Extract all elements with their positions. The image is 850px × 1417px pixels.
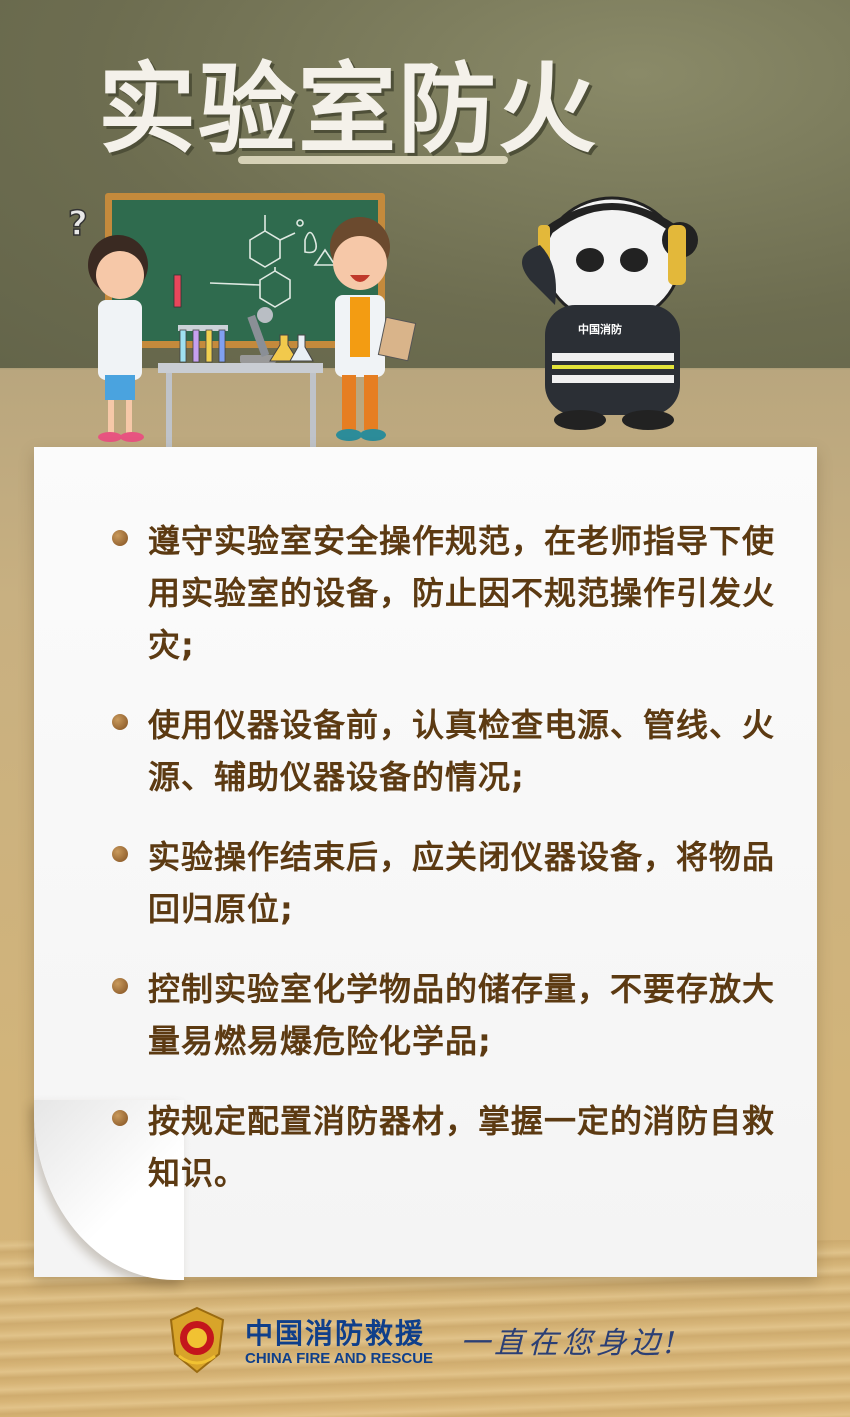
svg-text:?: ?: [68, 204, 88, 244]
lab-table: [158, 363, 323, 448]
bullet-icon: [112, 714, 128, 730]
safety-tips-list: 遵守实验室安全操作规范，在老师指导下使用实验室的设备，防止因不规范操作引发火灾;…: [112, 515, 802, 1227]
flask: [269, 334, 314, 362]
footer: 中国消防救援 CHINA FIRE AND RESCUE 一直在您身边!: [165, 1300, 725, 1380]
chalkboard: [105, 193, 385, 348]
list-item: 实验操作结束后，应关闭仪器设备，将物品回归原位;: [112, 831, 802, 935]
list-item-text: 使用仪器设备前，认真检查电源、管线、火源、辅助仪器设备的情况;: [148, 706, 776, 796]
lab-illustration: ?: [67, 193, 698, 448]
bullet-icon: [112, 1110, 128, 1126]
question-mark-icon: ?: [67, 203, 88, 245]
panda-mascot: 中国消防: [522, 196, 698, 430]
bullet-icon: [112, 978, 128, 994]
fire-rescue-emblem-icon: [169, 1306, 225, 1374]
list-item: 使用仪器设备前，认真检查电源、管线、火源、辅助仪器设备的情况;: [112, 699, 802, 803]
list-item-text: 按规定配置消防器材，掌握一定的消防自救知识。: [148, 1102, 776, 1192]
org-name-cn: 中国消防救援: [245, 1317, 426, 1350]
list-item: 控制实验室化学物品的储存量，不要存放大量易燃易爆危险化学品;: [112, 963, 802, 1067]
bullet-icon: [112, 846, 128, 862]
test-tubes: [178, 325, 228, 363]
slogan: 一直在您身边!: [460, 1326, 681, 1361]
list-item: 遵守实验室安全操作规范，在老师指导下使用实验室的设备，防止因不规范操作引发火灾;: [112, 515, 802, 671]
mascot-badge: 中国消防: [578, 322, 622, 336]
girl-scientist: [88, 235, 182, 442]
boy-scientist: [330, 217, 417, 441]
page-title: 实验室防火: [98, 53, 599, 167]
microscope: [240, 307, 276, 363]
title-underline: [238, 156, 508, 164]
org-name-en: CHINA FIRE AND RESCUE: [245, 1350, 434, 1367]
bullet-icon: [112, 530, 128, 546]
list-item-text: 控制实验室化学物品的储存量，不要存放大量易燃易爆危险化学品;: [148, 970, 776, 1060]
list-item-text: 实验操作结束后，应关闭仪器设备，将物品回归原位;: [148, 838, 776, 928]
list-item-text: 遵守实验室安全操作规范，在老师指导下使用实验室的设备，防止因不规范操作引发火灾;: [148, 522, 776, 664]
list-item: 按规定配置消防器材，掌握一定的消防自救知识。: [112, 1095, 802, 1199]
